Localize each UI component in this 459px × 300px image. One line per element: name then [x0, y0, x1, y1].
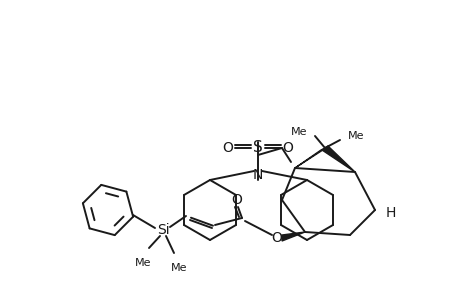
- Text: O: O: [222, 141, 233, 155]
- Text: Me: Me: [170, 263, 187, 273]
- Polygon shape: [321, 146, 354, 172]
- Text: O: O: [231, 193, 242, 207]
- Text: Me: Me: [290, 127, 306, 137]
- Text: Me: Me: [134, 258, 151, 268]
- Polygon shape: [281, 232, 304, 241]
- Text: O: O: [282, 141, 293, 155]
- Text: Si: Si: [157, 223, 169, 237]
- Text: O: O: [271, 231, 282, 245]
- Polygon shape: [294, 146, 328, 168]
- Text: N: N: [252, 168, 263, 182]
- Text: Me: Me: [347, 131, 364, 141]
- Text: H: H: [385, 206, 395, 220]
- Text: S: S: [252, 140, 262, 155]
